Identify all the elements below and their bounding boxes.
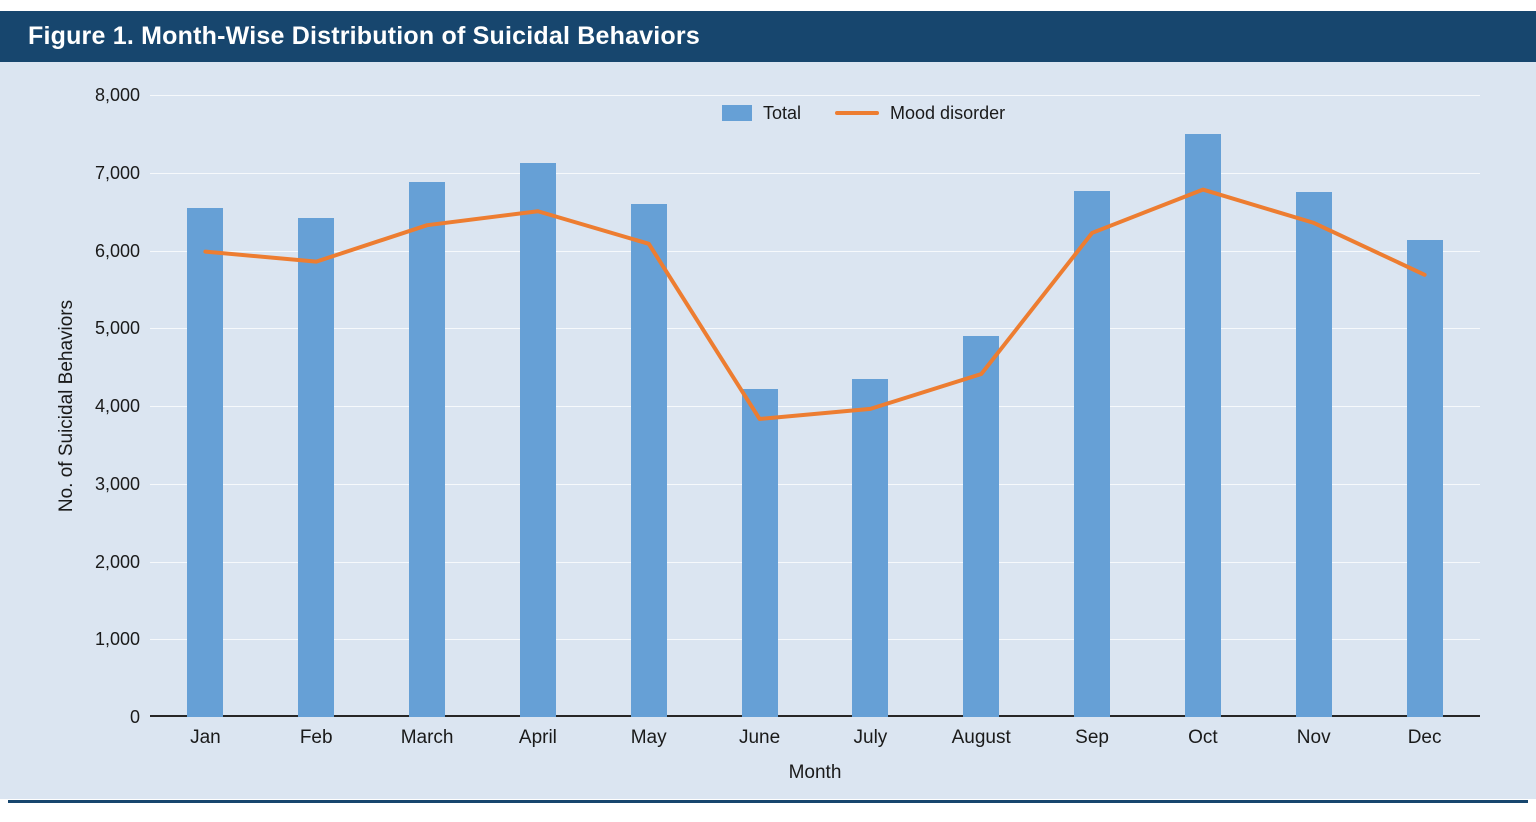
- gridline: [150, 328, 1480, 330]
- bar-august: [963, 336, 1000, 717]
- x-tick-label: June: [738, 727, 781, 748]
- figure-title-bar: Figure 1. Month-Wise Distribution of Sui…: [0, 11, 1536, 62]
- figure-title: Figure 1. Month-Wise Distribution of Sui…: [28, 22, 700, 50]
- x-tick-label: May: [630, 727, 667, 748]
- x-tick-label: July: [853, 727, 888, 748]
- plot-area: [150, 95, 1480, 717]
- gridline: [150, 250, 1480, 252]
- x-tick-label: April: [518, 727, 557, 748]
- y-tick-label: 5,000: [94, 318, 140, 339]
- gridline: [150, 483, 1480, 485]
- bar-march: [409, 182, 446, 717]
- bar-dec: [1406, 240, 1443, 717]
- x-tick-label: Nov: [1296, 727, 1331, 748]
- legend-label-mood-disorder: Mood disorder: [890, 102, 1006, 123]
- bar-sep: [1074, 191, 1111, 717]
- total-bar-swatch-icon: [722, 105, 752, 121]
- mood-disorder-line-swatch-icon: [835, 111, 880, 115]
- bar-may: [630, 203, 667, 717]
- x-tick-label: Feb: [299, 727, 333, 748]
- bar-nov: [1295, 192, 1332, 717]
- bar-july: [852, 378, 889, 717]
- y-tick-label: 1,000: [94, 629, 140, 650]
- y-tick-label: 6,000: [94, 240, 140, 261]
- y-tick-label: 8,000: [94, 85, 140, 105]
- bar-april: [519, 162, 556, 717]
- x-tick-label: Sep: [1075, 727, 1109, 748]
- x-tick-label: Oct: [1188, 727, 1218, 748]
- bottom-rule: [8, 800, 1528, 803]
- x-tick-label: August: [951, 727, 1011, 748]
- chart-legend: Total Mood disorder: [722, 100, 1005, 126]
- mood-disorder-line-layer: [203, 187, 1427, 421]
- y-tick-label: 7,000: [94, 162, 140, 183]
- y-tick-label: 3,000: [94, 473, 140, 494]
- y-tick-label: 2,000: [94, 551, 140, 572]
- y-tick-label: 0: [129, 707, 140, 727]
- bar-june: [741, 388, 778, 717]
- y-tick-label: 4,000: [94, 396, 140, 416]
- x-tick-label: Dec: [1407, 727, 1442, 748]
- x-tick-label: March: [400, 727, 454, 748]
- bar-oct: [1184, 133, 1221, 717]
- gridline: [150, 639, 1480, 641]
- legend-item-total: Total: [722, 103, 801, 124]
- bar-feb: [298, 217, 335, 717]
- gridline: [150, 561, 1480, 563]
- x-axis-title: Month: [788, 762, 842, 783]
- bar-jan: [187, 207, 224, 717]
- gridline: [150, 95, 1480, 96]
- legend-item-mood-disorder: Mood disorder: [835, 103, 1005, 124]
- gridline: [150, 406, 1480, 407]
- gridline: [150, 172, 1480, 174]
- mood-disorder-line: [203, 187, 1427, 421]
- legend-label-total: Total: [763, 102, 802, 123]
- x-tick-label: Jan: [190, 727, 221, 748]
